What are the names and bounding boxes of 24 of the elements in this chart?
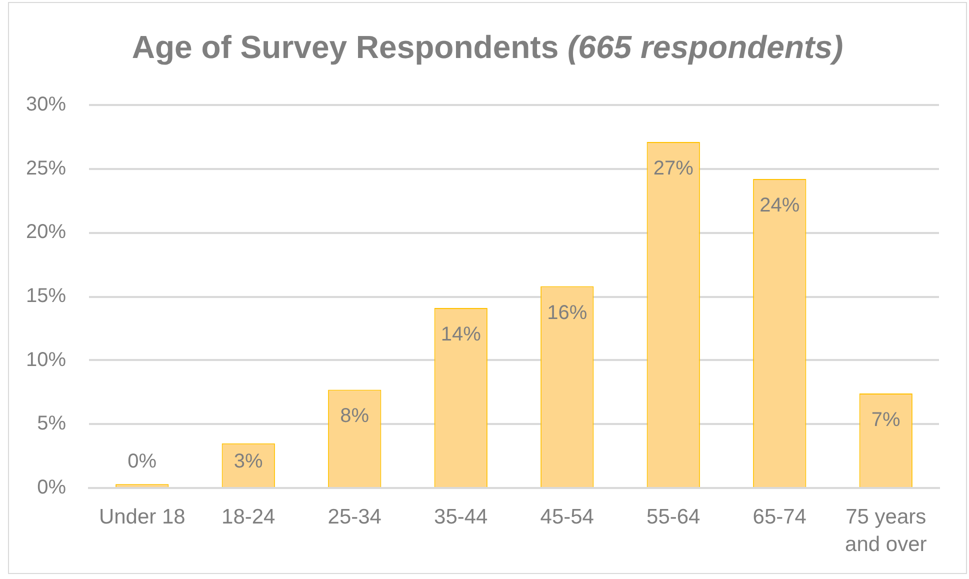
y-tick-label: 20% <box>26 221 66 244</box>
y-tick-label: 0% <box>37 476 66 499</box>
y-tick-label: 5% <box>37 412 66 435</box>
data-label: 16% <box>547 302 588 324</box>
data-label: 27% <box>653 158 694 180</box>
x-tick-label: 45-54 <box>540 506 594 529</box>
data-label: 7% <box>871 409 901 432</box>
data-label: 14% <box>440 324 482 346</box>
x-tick-label: 35-44 <box>434 506 488 529</box>
data-label: 8% <box>340 405 370 428</box>
y-tick-label: 25% <box>26 157 66 180</box>
x-tick-label: Under 18 <box>98 506 186 529</box>
y-tick-label: 30% <box>26 94 66 116</box>
x-tick-label: 25-34 <box>328 506 382 529</box>
y-tick-label: 10% <box>26 348 66 371</box>
x-tick-label: 18-24 <box>222 506 276 529</box>
data-label: 24% <box>760 194 800 217</box>
data-label: 3% <box>234 450 264 473</box>
chart-title: Age of Survey Respondents (665 respondents) <box>132 29 844 65</box>
x-tick-label: 75 years and over <box>845 506 927 556</box>
data-label: 0% <box>128 450 157 473</box>
y-tick-label: 15% <box>26 285 66 308</box>
x-tick-label: 65-74 <box>752 506 807 529</box>
x-tick-label: 55-64 <box>646 506 701 529</box>
